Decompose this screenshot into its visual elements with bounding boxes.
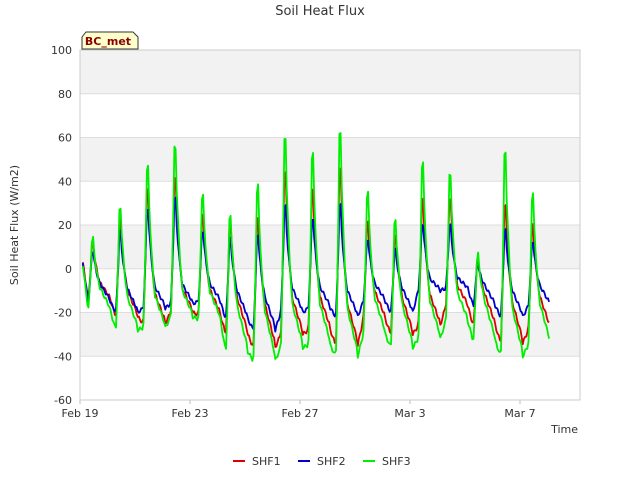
x-tick-label: Mar 7 (504, 407, 535, 420)
y-tick-label: 0 (65, 263, 72, 276)
y-tick-label: -60 (54, 394, 72, 407)
y-tick-label: -40 (54, 350, 72, 363)
site-badge: BC_met (81, 31, 139, 50)
plot-frame (79, 49, 581, 401)
site-badge-box (81, 31, 139, 50)
y-tick-label: 80 (58, 88, 72, 101)
legend: SHF1 SHF2 SHF3 (233, 455, 411, 468)
legend-label-shf3: SHF3 (382, 455, 411, 468)
plot-band (80, 181, 580, 225)
plot-background-bands (80, 50, 580, 400)
y-tick-labels: -60 -40 -20 0 20 40 60 80 100 (51, 44, 72, 407)
series-line-shf3 (81, 132, 550, 362)
y-tick-label: 60 (58, 132, 72, 145)
plot-band (80, 312, 580, 357)
x-tick-label: Feb 23 (172, 407, 209, 420)
plot-band (80, 137, 580, 182)
x-tick-label: Mar 3 (394, 407, 425, 420)
x-tick-label: Feb 19 (62, 407, 99, 420)
plot-band (80, 225, 580, 269)
legend-label-shf2: SHF2 (317, 455, 346, 468)
site-badge-label: BC_met (85, 35, 131, 48)
y-tick-label: 100 (51, 44, 72, 57)
series-layer (81, 132, 550, 362)
chart-title: Soil Heat Flux (275, 4, 365, 19)
plot-band (80, 356, 580, 400)
plot-band (80, 50, 580, 94)
y-tick-label: 40 (58, 175, 72, 188)
y-tick-label: 20 (58, 219, 72, 232)
legend-label-shf1: SHF1 (252, 455, 281, 468)
y-axis-label: Soil Heat Flux (W/m2) (8, 165, 21, 285)
plot-band (80, 93, 580, 138)
x-axis-label: Time (550, 423, 578, 436)
y-tick-label: -20 (54, 307, 72, 320)
x-tick-label: Feb 27 (282, 407, 319, 420)
x-tick-labels: Feb 19 Feb 23 Feb 27 Mar 3 Mar 7 (62, 407, 536, 420)
